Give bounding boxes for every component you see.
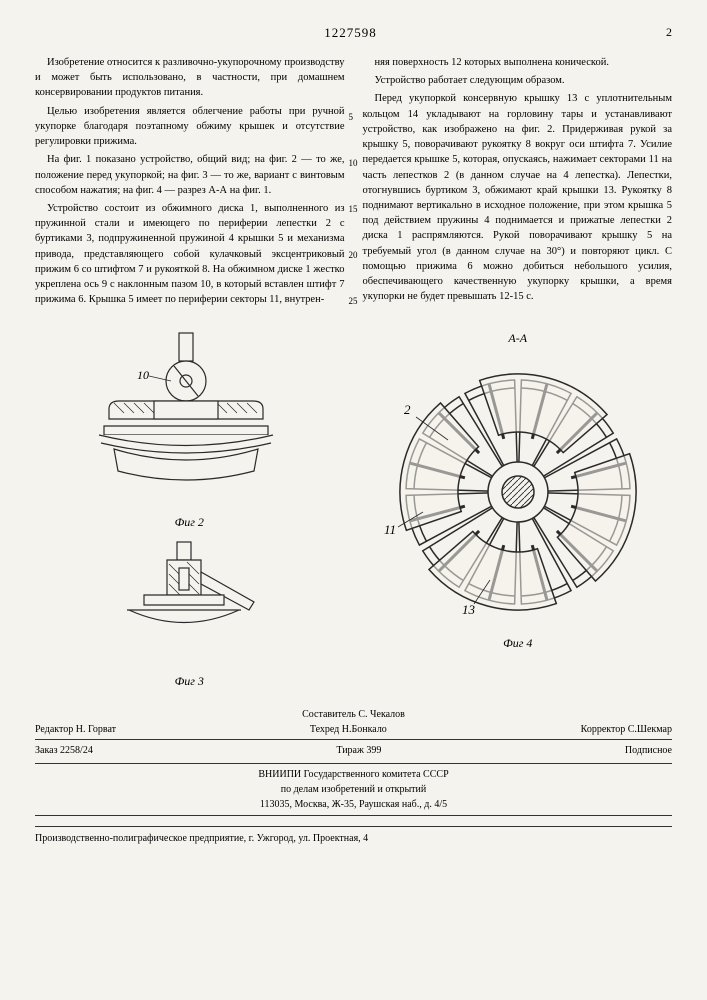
para-r3: Перед укупоркой консервную крышку 13 с у… <box>363 91 673 304</box>
para-l4: Устройство состоит из обжимного диска 1,… <box>35 201 345 308</box>
figures-row: 10 Фиг 2 <box>35 331 672 689</box>
right-column: няя поверхность 12 которых выполнена кон… <box>363 55 673 311</box>
section-aa-label: А-А <box>364 331 673 346</box>
para-l1: Изобретение относится к разливочно-укупо… <box>35 55 345 101</box>
editor: Редактор Н. Горват <box>35 722 116 737</box>
figures-left-col: 10 Фиг 2 <box>35 331 344 689</box>
fig4-ref-13: 13 <box>462 602 476 617</box>
fig4-ref-2: 2 <box>404 402 411 417</box>
left-column: Изобретение относится к разливочно-укупо… <box>35 55 345 311</box>
fig4-label: Фиг 4 <box>503 636 532 651</box>
figures-right-col: А-А 2 <box>364 331 673 651</box>
text-columns: Изобретение относится к разливочно-укупо… <box>35 55 672 311</box>
addr: 113035, Москва, Ж-35, Раушская наб., д. … <box>35 797 672 812</box>
fig2-label: Фиг 2 <box>175 515 204 530</box>
para-l2: Целью изобретения является облегчение ра… <box>35 104 345 150</box>
para-l3: На фиг. 1 показано устройство, общий вид… <box>35 152 345 198</box>
org1: ВНИИПИ Государственного комитета СССР <box>35 767 672 782</box>
figure-3 <box>89 540 289 660</box>
line-number: 15 <box>349 203 358 216</box>
order: Заказ 2258/24 <box>35 743 93 758</box>
page-num-right: 2 <box>666 25 672 49</box>
page-root: 1227598 2 Изобретение относится к разлив… <box>0 0 707 1000</box>
subscr: Подписное <box>625 743 672 758</box>
line-number: 25 <box>349 295 358 308</box>
line-number: 20 <box>349 249 358 262</box>
figure-4: 2 11 13 <box>378 352 658 632</box>
bottom-printer: Производственно-полиграфическое предприя… <box>35 833 368 844</box>
para-r2: Устройство работает следующим образом. <box>363 73 673 88</box>
credits-block: Составитель С. Чекалов Редактор Н. Горва… <box>35 707 672 846</box>
para-r1: няя поверхность 12 которых выполнена кон… <box>363 55 673 70</box>
corrector: Корректор С.Шекмар <box>581 722 672 737</box>
page-numbers-row: 1227598 2 <box>35 25 672 49</box>
org2: по делам изобретений и открытий <box>35 782 672 797</box>
circ: Тираж 399 <box>336 743 381 758</box>
line-number: 10 <box>349 157 358 170</box>
compiler: Составитель С. Чекалов <box>302 709 405 720</box>
line-number: 5 <box>349 111 354 124</box>
fig3-label: Фиг 3 <box>175 674 204 689</box>
fig4-ref-11: 11 <box>384 522 396 537</box>
fig2-ref-10: 10 <box>137 368 149 382</box>
figure-2: 10 <box>79 331 299 501</box>
techred: Техред Н.Бонкало <box>310 722 387 737</box>
document-number: 1227598 <box>35 25 666 41</box>
